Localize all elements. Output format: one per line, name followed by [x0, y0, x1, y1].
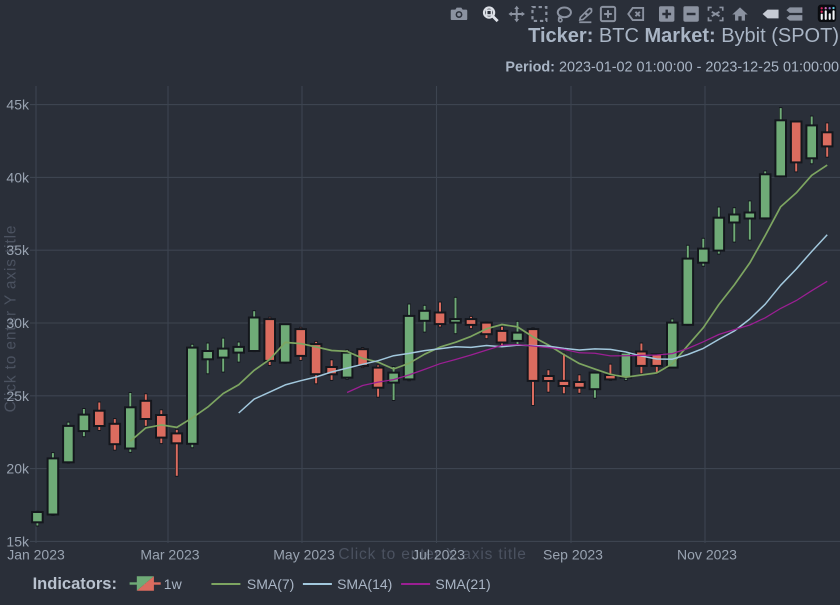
- svg-text:15k: 15k: [6, 533, 30, 549]
- svg-text:35k: 35k: [6, 242, 30, 258]
- svg-text:30k: 30k: [6, 315, 30, 331]
- svg-text:Ticker: BTC Market: Bybit (SPO: Ticker: BTC Market: Bybit (SPOT): [528, 25, 839, 47]
- svg-text:Jul 2023: Jul 2023: [412, 546, 465, 562]
- svg-text:Mar 2023: Mar 2023: [140, 546, 199, 562]
- svg-text:Click to enter X axis title: Click to enter X axis title: [338, 546, 526, 563]
- svg-text:May 2023: May 2023: [273, 546, 335, 562]
- svg-text:Sep 2023: Sep 2023: [543, 546, 603, 562]
- svg-text:SMA(14): SMA(14): [337, 576, 392, 592]
- svg-text:Jan 2023: Jan 2023: [7, 546, 65, 562]
- svg-text:SMA(21): SMA(21): [435, 576, 490, 592]
- svg-text:25k: 25k: [6, 388, 30, 404]
- svg-text:Indicators:: Indicators:: [33, 575, 117, 593]
- svg-text:Click to enter Y axis title: Click to enter Y axis title: [3, 225, 20, 413]
- svg-text:20k: 20k: [6, 461, 30, 477]
- svg-text:SMA(7): SMA(7): [247, 576, 294, 592]
- svg-text:1w: 1w: [164, 576, 183, 592]
- svg-text:40k: 40k: [6, 169, 30, 185]
- svg-text:Period: 2023-01-02 01:00:00 -: Period: 2023-01-02 01:00:00 - 2023-12-25…: [505, 60, 839, 76]
- svg-text:45k: 45k: [6, 97, 30, 113]
- svg-text:Nov 2023: Nov 2023: [677, 546, 737, 562]
